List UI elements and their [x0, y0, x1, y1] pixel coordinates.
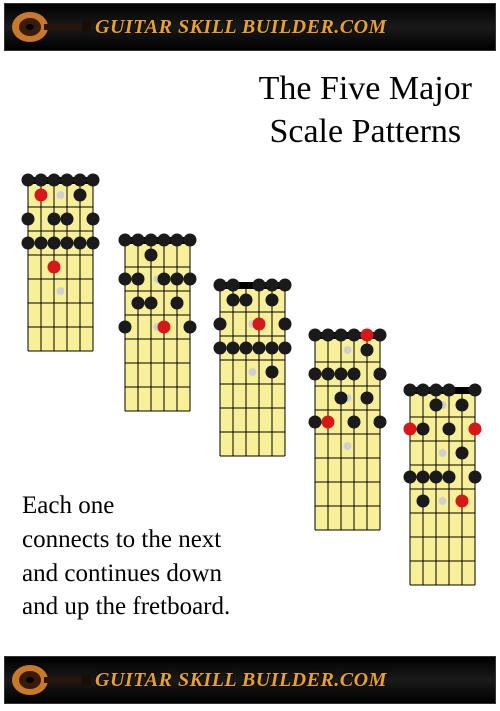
- fretboard-svg: [305, 328, 390, 546]
- fretboard-svg: [400, 383, 485, 601]
- caption-text: Each oneconnects to the nextand continue…: [22, 489, 230, 624]
- top-banner: GUITAR SKILL BUILDER.COM: [4, 3, 496, 51]
- page-title: The Five MajorScale Patterns: [259, 68, 472, 153]
- banner-text: GUITAR SKILL BUILDER.COM: [95, 669, 387, 692]
- banner-text: GUITAR SKILL BUILDER.COM: [95, 16, 387, 39]
- bottom-banner: GUITAR SKILL BUILDER.COM: [4, 656, 496, 704]
- fretboard-svg: [115, 233, 200, 427]
- fretboard-pattern: [115, 233, 200, 427]
- guitar-icon: [5, 658, 95, 702]
- fretboard-svg: [18, 173, 103, 367]
- fretboard-pattern: [400, 383, 485, 601]
- fretboard-pattern: [18, 173, 103, 367]
- fretboard-pattern: [210, 278, 295, 472]
- fretboard-pattern: [305, 328, 390, 546]
- guitar-icon: [5, 5, 95, 49]
- fretboard-svg: [210, 278, 295, 472]
